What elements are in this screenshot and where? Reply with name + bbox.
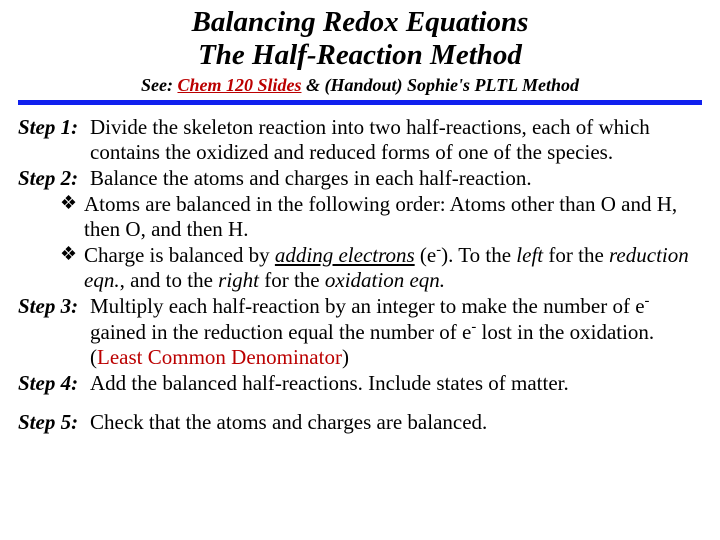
subtitle-link: Chem 120 Slides — [177, 75, 301, 95]
text-emph: adding electrons — [275, 243, 415, 267]
step-text: Divide the skeleton reaction into two ha… — [90, 115, 702, 166]
divider — [18, 100, 702, 105]
step-label: Step 4: — [18, 371, 90, 397]
title-line-2: The Half-Reaction Method — [198, 39, 522, 71]
text-italic: left — [516, 243, 543, 267]
text: Charge is balanced by — [84, 243, 275, 267]
diamond-icon: ❖ — [60, 243, 84, 268]
step-text: Balance the atoms and charges in each ha… — [90, 166, 702, 192]
bullet-text: Atoms are balanced in the following orde… — [84, 192, 702, 243]
bullet-1: ❖ Atoms are balanced in the following or… — [18, 192, 702, 243]
step-text: Add the balanced half-reactions. Include… — [90, 371, 702, 397]
slide: Balancing Redox Equations The Half-React… — [0, 0, 720, 446]
subtitle: See: Chem 120 Slides & (Handout) Sophie'… — [18, 75, 702, 96]
title-line-1: Balancing Redox Equations — [192, 6, 529, 38]
body-text: Step 1: Divide the skeleton reaction int… — [18, 115, 702, 436]
step-label: Step 3: — [18, 294, 90, 320]
text: (e — [415, 243, 437, 267]
text: , and to the — [120, 268, 219, 292]
step-4: Step 4: Add the balanced half-reactions.… — [18, 371, 702, 397]
gap — [18, 396, 702, 410]
step-2: Step 2: Balance the atoms and charges in… — [18, 166, 702, 192]
text-red: Least Common Denominator — [97, 345, 342, 369]
text: gained in the reduction equal the number… — [90, 320, 471, 344]
title: Balancing Redox Equations The Half-React… — [18, 6, 702, 73]
bullet-text: Charge is balanced by adding electrons (… — [84, 243, 702, 294]
text: Multiply each half-reaction by an intege… — [90, 294, 645, 318]
step-label: Step 5: — [18, 410, 90, 436]
step-1: Step 1: Divide the skeleton reaction int… — [18, 115, 702, 166]
text: for the — [259, 268, 325, 292]
step-3: Step 3: Multiply each half-reaction by a… — [18, 294, 702, 371]
text: ) — [342, 345, 349, 369]
bullet-2: ❖ Charge is balanced by adding electrons… — [18, 243, 702, 294]
text: ). To the — [441, 243, 516, 267]
superscript: - — [645, 293, 650, 309]
step-label: Step 2: — [18, 166, 90, 192]
diamond-icon: ❖ — [60, 192, 84, 217]
text-italic: oxidation eqn. — [325, 268, 445, 292]
step-text: Check that the atoms and charges are bal… — [90, 410, 702, 436]
subtitle-pre: See: — [141, 75, 177, 95]
text: for the — [543, 243, 609, 267]
step-5: Step 5: Check that the atoms and charges… — [18, 410, 702, 436]
subtitle-post: & (Handout) Sophie's PLTL Method — [301, 75, 579, 95]
text-italic: right — [218, 268, 259, 292]
step-label: Step 1: — [18, 115, 90, 141]
step-text: Multiply each half-reaction by an intege… — [90, 294, 702, 371]
